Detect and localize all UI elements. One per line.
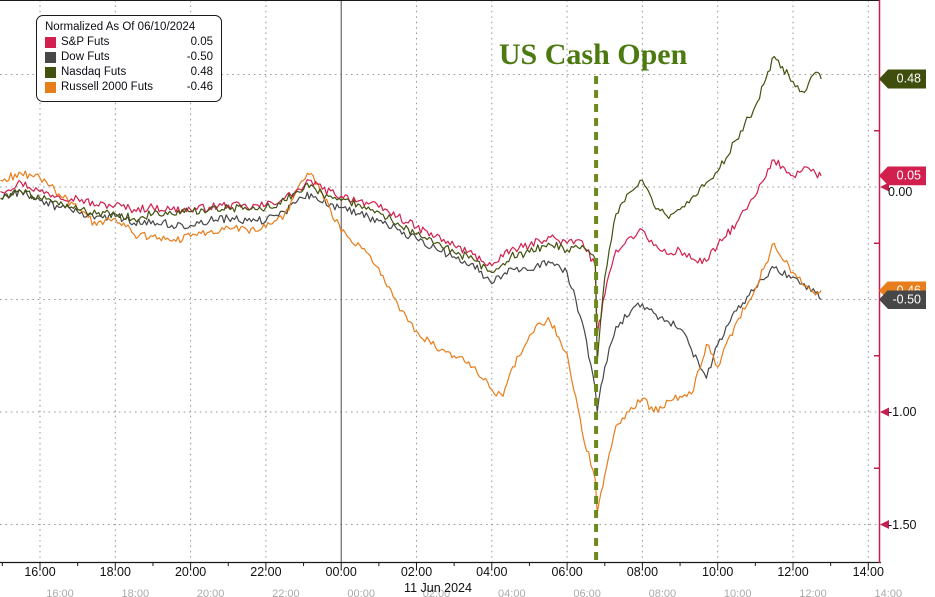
cropped-tick-label: 18:00 xyxy=(121,588,150,597)
x-tick-label: 08:00 xyxy=(626,565,659,579)
cropped-tick-label: 06:00 xyxy=(573,588,601,597)
legend-series-value: -0.46 xyxy=(186,81,213,93)
legend-series-name: S&P Futs xyxy=(61,36,110,48)
legend-item: Dow Futs -0.50 xyxy=(45,50,213,65)
legend-series-name: Nasdaq Futs xyxy=(61,66,127,78)
legend-series-value: 0.48 xyxy=(190,66,213,78)
legend-swatch-icon xyxy=(45,37,56,48)
y-tick-label: -1.50 xyxy=(888,517,917,532)
x-tick-label: 04:00 xyxy=(476,565,508,579)
x-tick-label: 12:00 xyxy=(777,565,809,579)
legend-rows: S&P Futs 0.05 Dow Futs -0.50 Nasdaq Futs 0.48… xyxy=(45,35,213,95)
x-tick-label: 14:00 xyxy=(852,565,884,579)
series-lines xyxy=(0,55,822,514)
cropped-tick-label: 16:00 xyxy=(46,588,74,597)
cropped-tick-label: 02:00 xyxy=(422,588,451,597)
legend-item: S&P Futs 0.05 xyxy=(45,35,213,50)
legend-swatch-icon xyxy=(45,82,56,93)
last-price-badge: 0.48 xyxy=(879,69,926,89)
y-tick-label: 0.00 xyxy=(888,185,913,199)
x-tick-label: 02:00 xyxy=(400,565,433,579)
y-tick-label: -1.00 xyxy=(888,405,917,419)
cropped-tick-label: 08:00 xyxy=(648,588,677,597)
legend-series-value: -0.50 xyxy=(186,51,213,63)
legend-title: Normalized As Of 06/10/2024 xyxy=(45,21,196,33)
x-tick-label: 18:00 xyxy=(99,565,131,579)
x-axis-date-label: 11 Jun 2024 xyxy=(404,581,472,595)
cropped-tick-label: 20:00 xyxy=(196,588,225,597)
cropped-tick-label: 14:00 xyxy=(874,588,903,597)
x-tick-label: 16:00 xyxy=(24,565,56,579)
legend-series-value: 0.05 xyxy=(190,36,213,48)
cropped-tick-label: 22:00 xyxy=(272,588,300,597)
last-price-badge: -0.50 xyxy=(879,290,926,309)
legend-swatch-icon xyxy=(45,52,56,63)
legend-series-name: Russell 2000 Futs xyxy=(61,81,154,93)
x-tick-label: 20:00 xyxy=(174,565,207,579)
legend-swatch-icon xyxy=(45,67,56,78)
cropped-axis-row: 16:00 18:00 20:00 22:00 00:00 02:00 04:00 06:00… xyxy=(0,588,935,597)
last-price-badge: 0.05 xyxy=(879,166,926,186)
x-tick-label: 22:00 xyxy=(250,565,282,579)
cropped-tick-label: 00:00 xyxy=(347,588,375,597)
axes xyxy=(0,0,889,569)
x-tick-label: 10:00 xyxy=(702,565,734,579)
legend-item: Nasdaq Futs 0.48 xyxy=(45,65,213,80)
cropped-tick-label: 10:00 xyxy=(723,588,752,597)
x-tick-label: 00:00 xyxy=(325,565,357,579)
cropped-tick-label: 12:00 xyxy=(799,588,827,597)
cropped-tick-label: 04:00 xyxy=(498,588,526,597)
gridlines xyxy=(0,0,879,562)
legend: Normalized As Of 06/10/2024 S&P Futs 0.05… xyxy=(36,15,222,102)
legend-item: Russell 2000 Futs -0.46 xyxy=(45,80,213,95)
x-tick-label: 06:00 xyxy=(551,565,583,579)
legend-series-name: Dow Futs xyxy=(61,51,110,63)
cash-open-annotation: US Cash Open xyxy=(498,38,688,71)
